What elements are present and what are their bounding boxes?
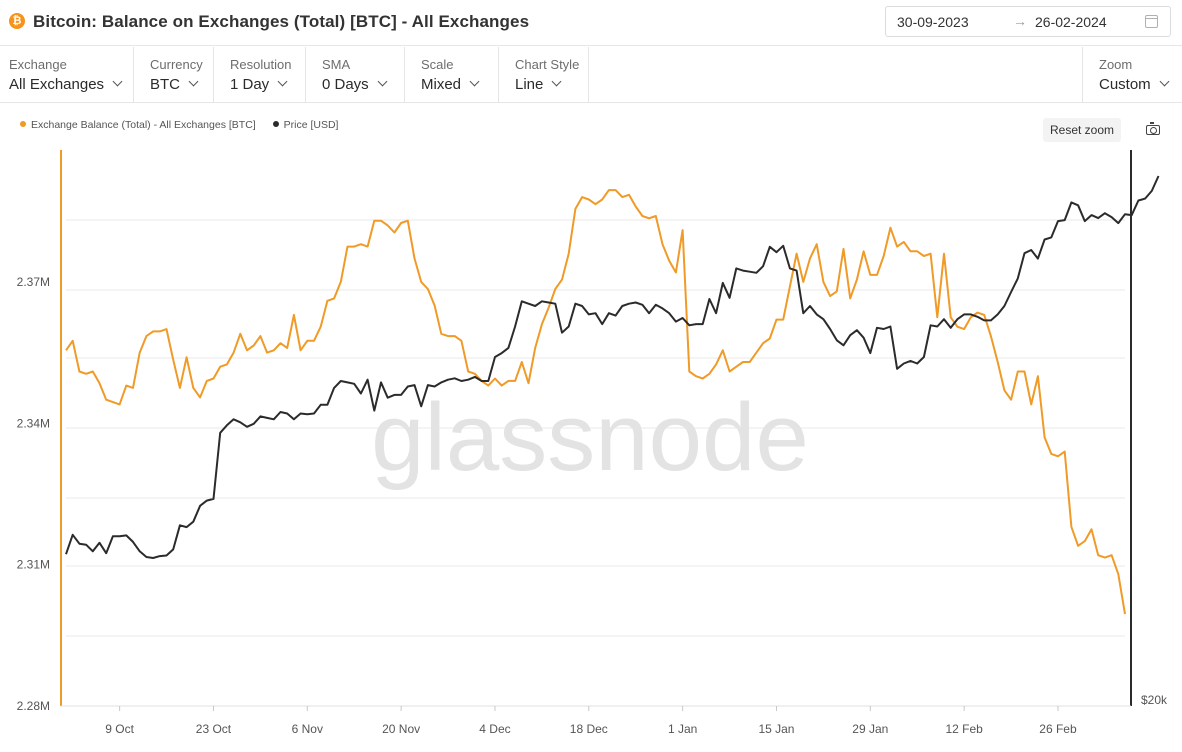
legend-dot-balance xyxy=(20,121,26,127)
x-tick-label: 26 Feb xyxy=(1039,722,1077,736)
legend-dot-price xyxy=(272,121,279,127)
x-tick-label: 23 Oct xyxy=(196,722,232,736)
legend-item-balance[interactable]: Exchange Balance (Total) - All Exchanges… xyxy=(20,119,256,131)
chart-legend: Exchange Balance (Total) - All Exchanges… xyxy=(20,119,352,131)
y-right-tick-label: $20k xyxy=(1141,693,1168,707)
calendar-icon[interactable] xyxy=(1145,15,1158,28)
sma-label: SMA xyxy=(322,57,351,72)
zoom-value: Custom xyxy=(1099,76,1170,93)
y-tick-label: 2.37M xyxy=(17,275,50,289)
chart-style-value: Line xyxy=(515,76,562,93)
exchange-label: Exchange xyxy=(9,57,67,72)
camera-icon[interactable] xyxy=(1146,122,1160,135)
zoom-label: Zoom xyxy=(1099,57,1133,72)
currency-label: Currency xyxy=(150,57,203,72)
y-tick-label: 2.31M xyxy=(17,558,50,572)
resolution-label: Resolution xyxy=(230,57,292,72)
x-tick-label: 12 Feb xyxy=(945,722,983,736)
page-header: ₿ Bitcoin: Balance on Exchanges (Total) … xyxy=(0,0,1182,46)
glassnode-watermark: glassnode xyxy=(371,384,809,491)
exchange-dropdown[interactable]: Exchange All Exchanges xyxy=(9,47,134,102)
arrow-right-icon: → xyxy=(1013,13,1027,29)
zoom-dropdown[interactable]: Zoom Custom xyxy=(1082,47,1182,102)
x-tick-label: 20 Nov xyxy=(382,722,420,736)
x-tick-label: 1 Jan xyxy=(668,722,697,736)
x-tick-label: 6 Nov xyxy=(292,722,323,736)
currency-dropdown[interactable]: Currency BTC xyxy=(134,47,214,102)
x-tick-label: 15 Jan xyxy=(758,722,794,736)
chart-controls-bar: Exchange All Exchanges Currency BTC Reso… xyxy=(0,47,1182,103)
x-tick-label: 9 Oct xyxy=(105,722,134,736)
date-from-input[interactable]: 30-09-2023 xyxy=(897,14,969,30)
scale-label: Scale xyxy=(421,57,454,72)
scale-value: Mixed xyxy=(421,76,480,93)
balance-series-line xyxy=(65,189,1126,615)
resolution-value: 1 Day xyxy=(230,76,288,93)
price-series-line xyxy=(65,175,1160,559)
bitcoin-icon: ₿ xyxy=(9,13,25,29)
page-title: Bitcoin: Balance on Exchanges (Total) [B… xyxy=(33,12,530,31)
x-tick-label: 4 Dec xyxy=(479,722,510,736)
legend-item-price[interactable]: Price [USD] xyxy=(272,119,338,131)
resolution-dropdown[interactable]: Resolution 1 Day xyxy=(214,47,306,102)
date-range-picker[interactable]: 30-09-2023 → 26-02-2024 xyxy=(885,6,1171,37)
scale-dropdown[interactable]: Scale Mixed xyxy=(405,47,499,102)
exchange-value: All Exchanges xyxy=(9,76,123,93)
date-to-input[interactable]: 26-02-2024 xyxy=(1035,14,1107,30)
x-tick-label: 18 Dec xyxy=(570,722,608,736)
y-axis-ticks: 2.28M 2.31M 2.34M 2.37M $20k xyxy=(17,275,1168,713)
y-tick-label: 2.34M xyxy=(17,416,50,430)
x-axis-ticks: 9 Oct 23 Oct 6 Nov 20 Nov 4 Dec 18 Dec 1 Jan 15… xyxy=(105,706,1077,736)
x-tick-label: 29 Jan xyxy=(852,722,888,736)
y-tick-label: 2.28M xyxy=(17,699,50,713)
series-lines xyxy=(65,175,1160,615)
reset-zoom-button[interactable]: Reset zoom xyxy=(1043,118,1121,142)
grid-lines xyxy=(66,219,1125,637)
currency-value: BTC xyxy=(150,76,199,93)
chart-style-label: Chart Style xyxy=(515,57,580,72)
chart-style-dropdown[interactable]: Chart Style Line xyxy=(499,47,589,102)
sma-value: 0 Days xyxy=(322,76,388,93)
sma-dropdown[interactable]: SMA 0 Days xyxy=(306,47,405,102)
